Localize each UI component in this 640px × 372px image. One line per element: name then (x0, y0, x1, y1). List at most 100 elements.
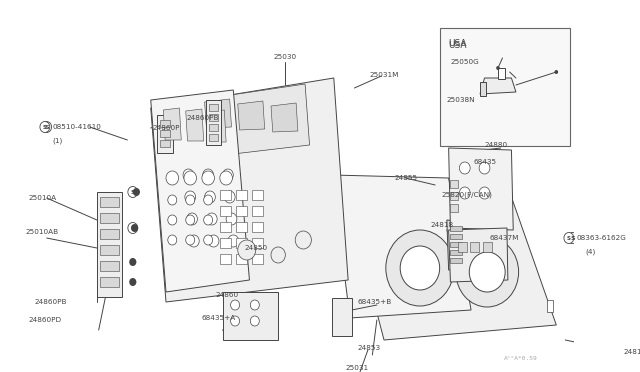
Bar (220, 254, 230, 264)
Bar (236, 254, 247, 264)
Text: 08363-6162G: 08363-6162G (576, 235, 626, 241)
Circle shape (204, 195, 212, 205)
Circle shape (496, 66, 500, 70)
Circle shape (168, 195, 177, 205)
Polygon shape (344, 185, 556, 340)
Circle shape (132, 188, 140, 196)
Bar (252, 206, 263, 216)
Circle shape (230, 300, 239, 310)
Circle shape (250, 300, 259, 310)
Polygon shape (197, 84, 310, 158)
Bar (100, 277, 119, 287)
Text: 24860: 24860 (215, 292, 239, 298)
Circle shape (469, 252, 505, 292)
Text: 68435+B: 68435+B (357, 299, 392, 305)
Text: 25820(F/CAN): 25820(F/CAN) (442, 192, 492, 198)
Polygon shape (447, 220, 467, 270)
Bar (220, 238, 230, 248)
Bar (97, 192, 122, 297)
Circle shape (460, 187, 470, 199)
Text: S: S (131, 189, 135, 195)
Circle shape (460, 162, 470, 174)
Polygon shape (205, 99, 232, 128)
Polygon shape (151, 78, 348, 302)
Circle shape (456, 237, 518, 307)
Bar (220, 190, 230, 200)
Text: 25031: 25031 (346, 365, 369, 371)
Text: 25030: 25030 (274, 54, 297, 60)
Bar (209, 104, 218, 111)
Bar (209, 134, 218, 141)
Text: 24850: 24850 (244, 245, 267, 251)
Circle shape (168, 215, 177, 225)
Circle shape (271, 247, 285, 263)
Bar (100, 229, 119, 239)
Text: USA: USA (449, 41, 467, 49)
Bar (157, 115, 173, 153)
Bar (252, 222, 263, 232)
Circle shape (230, 316, 239, 326)
Bar (458, 242, 467, 252)
Circle shape (128, 222, 138, 234)
Circle shape (554, 70, 558, 74)
Bar (160, 130, 170, 137)
Bar (252, 190, 263, 200)
Text: USA: USA (449, 38, 467, 48)
Circle shape (186, 215, 195, 225)
Circle shape (168, 235, 177, 245)
Circle shape (228, 235, 239, 247)
Polygon shape (208, 110, 226, 142)
Bar (223, 292, 278, 340)
Bar (236, 206, 247, 216)
Circle shape (238, 240, 256, 260)
Circle shape (204, 235, 212, 245)
Circle shape (223, 169, 234, 181)
Bar (209, 114, 218, 121)
Bar (206, 100, 221, 145)
Polygon shape (163, 108, 181, 140)
Bar (160, 140, 170, 147)
Text: 68435: 68435 (474, 159, 497, 165)
Circle shape (186, 235, 195, 245)
Bar (100, 197, 119, 207)
Bar (220, 206, 230, 216)
Text: 24860P: 24860P (152, 125, 180, 131)
Circle shape (187, 213, 197, 225)
Bar (160, 120, 170, 127)
Text: A°°A*0.59: A°°A*0.59 (504, 356, 538, 360)
Bar (451, 204, 458, 212)
Circle shape (40, 122, 50, 132)
Bar (449, 250, 462, 255)
Bar (449, 242, 462, 247)
Bar (209, 124, 218, 131)
Polygon shape (151, 90, 250, 292)
Bar (332, 298, 352, 336)
Text: 24855: 24855 (395, 175, 418, 181)
Bar (100, 261, 119, 271)
Text: 24813: 24813 (623, 349, 640, 355)
Circle shape (386, 230, 454, 306)
Circle shape (186, 195, 195, 205)
Circle shape (204, 215, 212, 225)
Circle shape (564, 232, 574, 244)
Bar (220, 222, 230, 232)
Circle shape (250, 316, 259, 326)
Circle shape (131, 224, 138, 232)
Bar (252, 254, 263, 264)
Text: S: S (44, 125, 49, 129)
Text: 24860PD: 24860PD (29, 317, 62, 323)
Circle shape (226, 213, 237, 225)
Text: S: S (570, 235, 575, 241)
Circle shape (224, 191, 235, 203)
Bar (547, 300, 553, 312)
Circle shape (166, 171, 179, 185)
Circle shape (202, 171, 214, 185)
Bar (480, 82, 486, 96)
Bar (449, 234, 462, 239)
Polygon shape (186, 109, 204, 141)
Text: 25038N: 25038N (447, 97, 476, 103)
Bar (440, 28, 570, 146)
Circle shape (185, 191, 196, 203)
Circle shape (128, 186, 138, 198)
Bar (451, 180, 458, 188)
